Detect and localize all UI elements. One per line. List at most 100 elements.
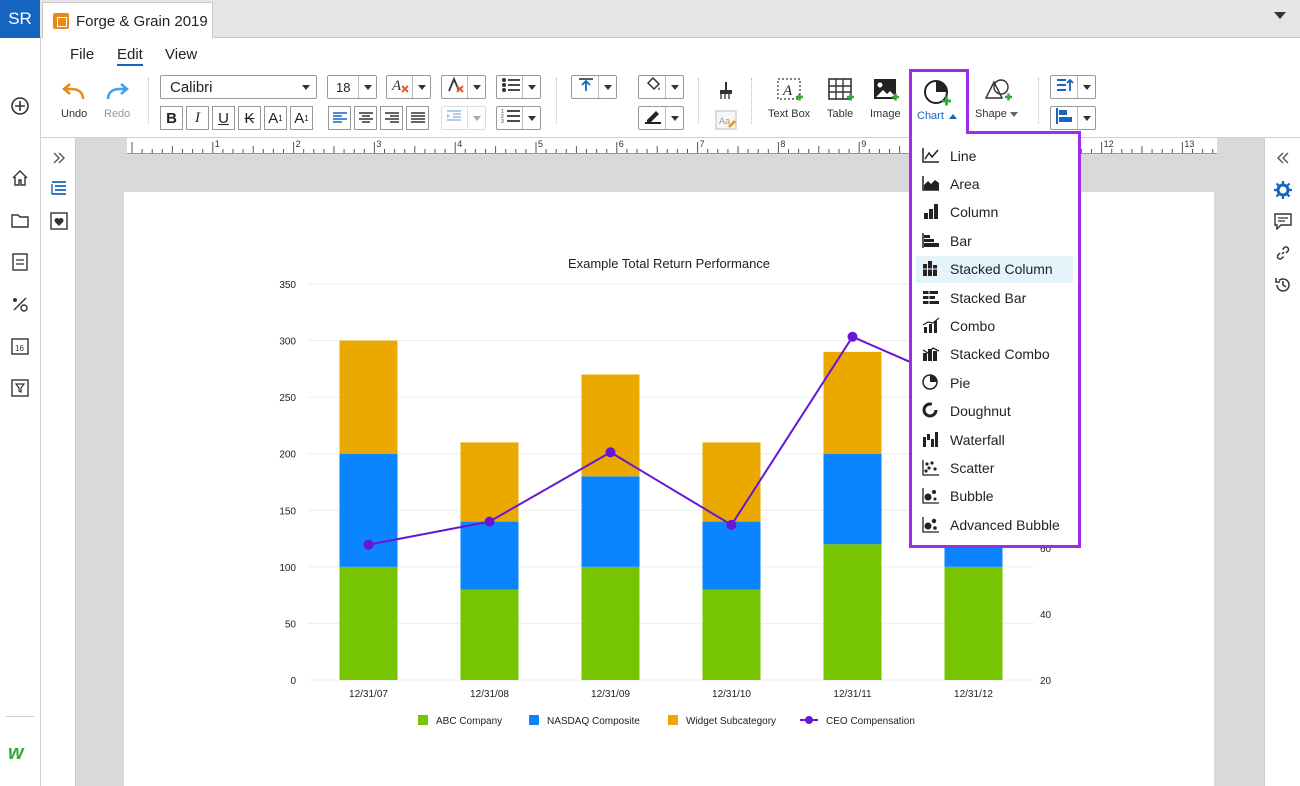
folder-icon[interactable] [10, 210, 30, 230]
user-avatar[interactable]: SR [0, 0, 40, 38]
style-icon[interactable]: Aa [711, 106, 741, 134]
bar-segment[interactable] [581, 566, 640, 680]
strikethrough-button[interactable]: K [238, 106, 261, 130]
bar-segment[interactable] [339, 566, 398, 680]
bar-segment[interactable] [823, 544, 882, 680]
expand-panel-icon[interactable] [49, 148, 69, 168]
menu-view[interactable]: View [165, 46, 198, 63]
bar-segment[interactable] [581, 374, 640, 477]
bar-segment[interactable] [823, 351, 882, 454]
clear-format-button[interactable]: A [386, 75, 431, 99]
bullet-list-button[interactable] [496, 75, 541, 99]
calendar-icon[interactable]: 16 [10, 336, 30, 356]
menu-file[interactable]: File [70, 46, 95, 63]
settings-gear-icon[interactable] [1273, 180, 1293, 200]
table-icon[interactable] [826, 76, 856, 104]
bar-segment[interactable] [702, 521, 761, 590]
border-color-dropdown[interactable] [665, 107, 683, 129]
link-icon[interactable] [1273, 243, 1293, 263]
highlight-clear-button[interactable] [441, 75, 486, 99]
font-family-select[interactable]: Calibri [160, 75, 317, 99]
italic-button[interactable]: I [186, 106, 209, 130]
align-objects-button[interactable] [1050, 106, 1096, 130]
bullet-list-dropdown[interactable] [522, 76, 540, 98]
bar-segment[interactable] [339, 340, 398, 454]
chart-type-column[interactable]: Column [916, 199, 1073, 226]
font-size-dropdown[interactable] [358, 76, 376, 98]
chart-type-stacked-combo[interactable]: Stacked Combo [916, 341, 1073, 368]
shape-icon[interactable] [983, 76, 1013, 104]
chart-type-doughnut[interactable]: Doughnut [916, 398, 1073, 425]
chart-type-scatter[interactable]: Scatter [916, 454, 1073, 481]
bar-segment[interactable] [581, 476, 640, 567]
chart-type-line[interactable]: Line [916, 142, 1073, 169]
fill-color-dropdown[interactable] [665, 76, 683, 98]
chart-type-area[interactable]: Area [916, 170, 1073, 197]
home-icon[interactable] [10, 168, 30, 188]
text-box-icon[interactable]: A [775, 76, 805, 104]
shape-label[interactable]: Shape [975, 108, 1018, 120]
document-tab[interactable]: Forge & Grain 2019 [42, 2, 213, 39]
line-point[interactable] [726, 519, 737, 530]
chart-type-waterfall[interactable]: Waterfall [916, 426, 1073, 453]
bar-segment[interactable] [702, 589, 761, 680]
font-size-select[interactable]: 18 [327, 75, 377, 99]
sort-button[interactable] [1050, 75, 1096, 99]
vertical-align-button[interactable] [571, 75, 617, 99]
redo-icon[interactable] [102, 78, 132, 106]
numbered-list-dropdown[interactable] [522, 107, 540, 129]
chart-type-stacked-column[interactable]: Stacked Column [916, 255, 1073, 283]
image-icon[interactable] [871, 76, 901, 104]
line-point[interactable] [847, 331, 858, 342]
undo-icon[interactable] [59, 78, 89, 106]
line-point[interactable] [605, 447, 616, 458]
sort-dropdown[interactable] [1077, 76, 1095, 98]
chart-button[interactable]: Chart [909, 69, 969, 134]
outline-icon[interactable] [49, 178, 69, 198]
filter-icon[interactable] [10, 378, 30, 398]
bar-segment[interactable] [702, 442, 761, 522]
indent-button[interactable] [441, 106, 486, 130]
redo-label[interactable]: Redo [104, 108, 131, 120]
border-color-button[interactable] [638, 106, 684, 130]
percent-tool-icon[interactable] [10, 294, 30, 314]
chart-type-bar[interactable]: Bar [916, 227, 1073, 254]
format-painter-icon[interactable] [711, 76, 741, 104]
align-objects-dropdown[interactable] [1077, 107, 1095, 129]
highlight-clear-dropdown[interactable] [467, 76, 485, 98]
justify-button[interactable] [406, 106, 429, 130]
favorites-icon[interactable] [49, 211, 69, 231]
chart-type-stacked-bar[interactable]: Stacked Bar [916, 284, 1073, 311]
chart-type-combo[interactable]: Combo [916, 312, 1073, 339]
line-point[interactable] [363, 539, 374, 550]
document-list-icon[interactable] [10, 252, 30, 272]
line-series[interactable] [368, 335, 974, 546]
bar-segment[interactable] [460, 442, 519, 522]
underline-button[interactable]: U [212, 106, 235, 130]
undo-label[interactable]: Undo [61, 108, 88, 120]
text-box-label[interactable]: Text Box [768, 108, 811, 120]
bar-segment[interactable] [823, 453, 882, 545]
bar-segment[interactable] [339, 453, 398, 567]
history-icon[interactable] [1273, 275, 1293, 295]
indent-dropdown[interactable] [467, 107, 485, 129]
add-icon[interactable] [10, 96, 30, 116]
bar-segment[interactable] [460, 521, 519, 590]
align-left-button[interactable] [328, 106, 351, 130]
chart-type-advanced-bubble[interactable]: Advanced Bubble [916, 511, 1073, 538]
chart-type-pie[interactable]: Pie [916, 369, 1073, 396]
menu-edit[interactable]: Edit [117, 46, 143, 66]
align-right-button[interactable] [380, 106, 403, 130]
table-label[interactable]: Table [827, 108, 854, 120]
comments-icon[interactable] [1273, 211, 1293, 231]
tab-menu-caret-icon[interactable] [1274, 12, 1286, 19]
vertical-align-dropdown[interactable] [598, 76, 616, 98]
clear-format-dropdown[interactable] [412, 76, 430, 98]
chart-type-bubble[interactable]: Bubble [916, 483, 1073, 510]
bar-segment[interactable] [460, 589, 519, 680]
image-label[interactable]: Image [870, 108, 901, 120]
bold-button[interactable]: B [160, 106, 183, 130]
